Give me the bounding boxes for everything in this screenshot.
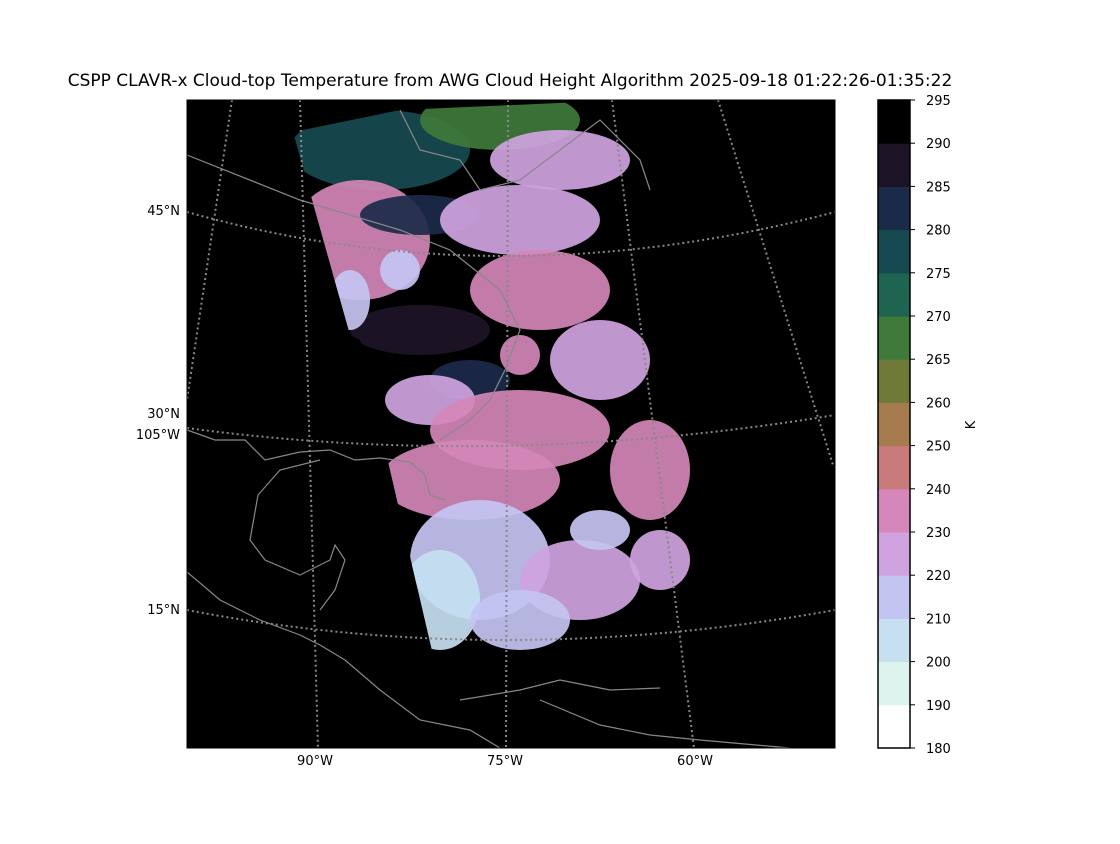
colorbar-tick-label: 250: [926, 440, 951, 455]
colorbar-tick-label: 230: [926, 526, 951, 541]
coastline: [187, 109, 791, 748]
cloud-area: [630, 530, 690, 590]
colorbar-tick-label: 280: [926, 224, 951, 239]
colorbar-segment: [878, 229, 910, 274]
lon-label: 90°W: [297, 754, 333, 769]
meridian: [187, 100, 233, 401]
colorbar-tick-label: 285: [926, 180, 951, 195]
meridian: [299, 100, 319, 748]
lon-label: 60°W: [677, 754, 713, 769]
colorbar-segment: [878, 661, 910, 706]
chart-title: CSPP CLAVR-x Cloud-top Temperature from …: [68, 71, 953, 91]
lon-label: 105°W: [136, 428, 180, 443]
colorbar-tick-label: 180: [926, 742, 951, 757]
colorbar-tick-label: 200: [926, 656, 951, 671]
lon-label: 75°W: [487, 754, 523, 769]
cloud-area: [440, 185, 600, 255]
lat-label: 45°N: [147, 204, 180, 219]
cloud-area: [470, 250, 610, 330]
map: [187, 100, 835, 748]
cloud-area: [380, 440, 560, 520]
meridian: [611, 100, 695, 748]
parallel: [187, 211, 835, 257]
colorbar-label: K: [964, 420, 979, 429]
cloud-area: [610, 420, 690, 520]
colorbar-segment: [878, 186, 910, 231]
colorbar-tick-label: 220: [926, 569, 951, 584]
colorbar-segment: [878, 488, 910, 533]
colorbar-tick-label: 210: [926, 612, 951, 627]
lat-label: 30°N: [147, 407, 180, 422]
colorbar-segment: [878, 272, 910, 317]
cloud-area: [500, 335, 540, 375]
colorbar-segment: [878, 316, 910, 360]
colorbar-segment: [878, 575, 910, 619]
colorbar-tick-label: 265: [926, 353, 951, 368]
meridian: [505, 100, 509, 748]
cloud-area: [380, 250, 420, 290]
colorbar-segment: [878, 445, 910, 490]
colorbar-tick-label: 275: [926, 267, 951, 282]
parallel: [187, 414, 835, 448]
meridian: [717, 100, 834, 466]
colorbar-tick-label: 295: [926, 94, 951, 109]
colorbar-tick-label: 270: [926, 310, 951, 325]
colorbar-segment: [878, 704, 910, 749]
cloud-area: [470, 590, 570, 650]
colorbar-segment: [878, 143, 910, 187]
colorbar-tick-label: 260: [926, 396, 951, 411]
colorbar-segment: [878, 402, 910, 447]
map-frame: [186, 99, 836, 749]
cloud-area: [490, 130, 630, 190]
cloud-area: [350, 305, 490, 355]
colorbar-segment: [878, 618, 910, 663]
cloud-area: [570, 510, 630, 550]
colorbar-tick-label: 290: [926, 137, 951, 152]
colorbar-segment: [878, 359, 910, 403]
lat-label: 15°N: [147, 603, 180, 618]
colorbar-frame: [877, 99, 911, 749]
colorbar-tick-label: 240: [926, 483, 951, 498]
colorbar-tick-label: 190: [926, 699, 951, 714]
colorbar: 180 190 200 210 220 230 240 250 260 265 270 275 280 2…: [877, 94, 951, 757]
colorbar-segment: [878, 100, 910, 144]
cloud-area: [550, 320, 650, 400]
colorbar-segment: [878, 532, 910, 576]
